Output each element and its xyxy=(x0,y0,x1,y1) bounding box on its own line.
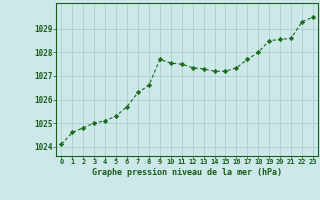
X-axis label: Graphe pression niveau de la mer (hPa): Graphe pression niveau de la mer (hPa) xyxy=(92,168,282,177)
